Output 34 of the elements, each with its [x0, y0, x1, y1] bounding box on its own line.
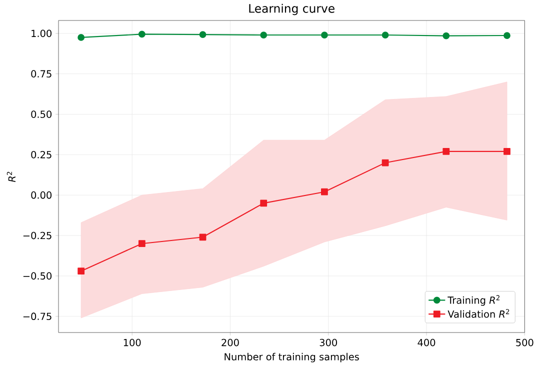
x-tick-label: 200	[222, 339, 239, 346]
y-tick-label: −0.50	[23, 272, 52, 280]
point	[504, 32, 510, 40]
y-tick-label: −0.25	[23, 232, 52, 240]
point	[260, 32, 268, 39]
y-tick-label: 0.50	[31, 110, 52, 118]
y-tick-label: 0.25	[31, 151, 52, 159]
point	[138, 240, 146, 248]
x-tick-label: 400	[418, 339, 436, 346]
point	[504, 148, 510, 156]
point	[382, 32, 389, 39]
y-axis-title: R$^{2}$	[6, 172, 16, 182]
y-tick-label: −0.75	[23, 312, 52, 320]
point	[260, 200, 268, 207]
legend-label: Training R$^{2}$	[448, 295, 500, 306]
point	[78, 268, 85, 275]
point	[442, 148, 450, 156]
x-tick-label: 300	[320, 339, 338, 346]
point	[321, 32, 328, 39]
point	[199, 31, 206, 38]
point	[382, 159, 389, 166]
point	[442, 32, 450, 40]
point	[78, 34, 85, 42]
y-tick-label: 1.00	[32, 30, 52, 38]
y-tick-label: 0.00	[31, 192, 52, 199]
y-tick-label: 0.75	[31, 70, 52, 78]
point	[138, 30, 146, 38]
x-tick-label: 500	[516, 339, 534, 346]
x-tick-label: 100	[124, 339, 141, 346]
x-axis-title: Number of training samples	[224, 353, 359, 362]
point	[321, 188, 328, 196]
point	[199, 234, 206, 241]
chart-title: Learning curve	[249, 4, 334, 16]
legend-label: Validation R$^{2}$	[448, 309, 510, 318]
